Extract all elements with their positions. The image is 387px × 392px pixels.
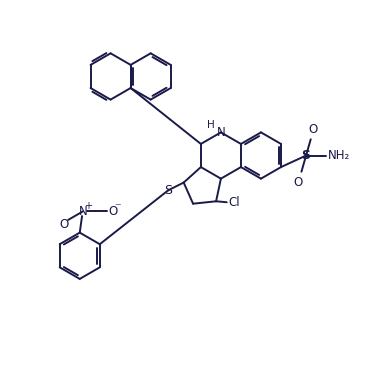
Text: +: + xyxy=(84,201,92,211)
Text: ⁻: ⁻ xyxy=(114,201,121,214)
Text: NH₂: NH₂ xyxy=(328,149,350,162)
Text: O: O xyxy=(294,176,303,189)
Text: O: O xyxy=(109,205,118,218)
Text: S: S xyxy=(164,184,172,197)
Text: S: S xyxy=(301,149,311,162)
Text: N: N xyxy=(217,126,225,139)
Text: O: O xyxy=(308,123,317,136)
Text: Cl: Cl xyxy=(229,196,240,209)
Text: O: O xyxy=(59,218,68,231)
Text: N: N xyxy=(79,205,87,218)
Text: H: H xyxy=(207,120,215,130)
